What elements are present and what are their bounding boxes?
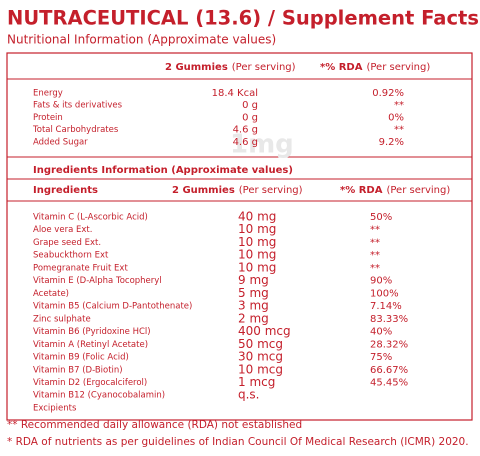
ingredient-rda: ** <box>370 250 380 261</box>
table-border <box>6 52 473 421</box>
ingredient-name: Zinc sulphate <box>33 314 91 324</box>
column-header-bold: 2 Gummies <box>165 62 228 73</box>
ingredient-rda: 40% <box>370 327 392 338</box>
ingredient-rda: ** <box>370 237 380 248</box>
nutrient-rda: ** <box>394 100 404 111</box>
ingredient-rda: 7.14% <box>370 301 402 312</box>
ingredient-name: Vitamin B6 (Pyridoxine HCl) <box>33 327 151 337</box>
ingredient-amount: 10 mg <box>238 248 276 262</box>
ingredient-name: Vitamin E (D-Alpha Tocopheryl <box>33 276 162 286</box>
ingredient-rda: ** <box>370 263 380 274</box>
nutrient-rda: 0% <box>388 112 404 123</box>
column-header-bold: Ingredients <box>33 185 98 196</box>
footnote: * RDA of nutrients as per guidelines of … <box>7 436 469 448</box>
ingredient-name: Vitamin B9 (Folic Acid) <box>33 353 129 363</box>
nutrient-name: Fats & its derivatives <box>33 101 123 111</box>
ingredient-rda: 28.32% <box>370 339 408 350</box>
column-header: *% RDA (Per serving) <box>320 62 430 73</box>
column-header-note: (Per serving) <box>232 62 296 73</box>
ingredient-amount: 50 mcg <box>238 337 283 351</box>
nutrient-name: Added Sugar <box>33 137 88 147</box>
ingredient-name: Acetate) <box>33 289 69 299</box>
ingredient-name: Pomegranate Fruit Ext <box>33 263 128 273</box>
column-header-note: (Per serving) <box>239 185 303 196</box>
ingredient-name: Vitamin A (Retinyl Acetate) <box>33 340 148 350</box>
nutrient-amount: 18.4 Kcal <box>212 88 258 99</box>
ingredient-rda: 50% <box>370 212 392 223</box>
ingredient-rda: 45.45% <box>370 377 408 388</box>
nutrient-rda: ** <box>394 125 404 136</box>
ingredient-amount: 5 mg <box>238 286 269 300</box>
ingredient-name: Vitamin D2 (Ergocalciferol) <box>33 378 147 388</box>
nutrient-amount: 0 g <box>242 112 258 123</box>
ingredient-amount: 30 mcg <box>238 350 283 364</box>
ingredient-name: Vitamin B12 (Cyanocobalamin) <box>33 391 165 401</box>
ingredient-name: Vitamin B5 (Calcium D-Pantothenate) <box>33 302 192 312</box>
footnote: ** Recommended daily allowance (RDA) not… <box>7 419 302 431</box>
nutrient-amount: 4.6 g <box>233 137 258 148</box>
section-title: Ingredients Information (Approximate val… <box>33 165 293 176</box>
watermark: 1mg <box>230 130 294 160</box>
column-header: *% RDA (Per serving) <box>340 185 450 196</box>
ingredient-amount: 10 mg <box>238 222 276 236</box>
nutrient-rda: 9.2% <box>379 137 404 148</box>
ingredient-rda: 66.67% <box>370 365 408 376</box>
ingredient-rda: 83.33% <box>370 314 408 325</box>
column-header-bold: 2 Gummies <box>172 185 235 196</box>
ingredient-name: Grape seed Ext. <box>33 238 101 248</box>
column-header: Ingredients <box>33 185 98 196</box>
ingredient-amount: 400 mcg <box>238 324 291 338</box>
column-header-bold: *% RDA <box>340 185 383 196</box>
ingredient-rda: ** <box>370 225 380 236</box>
ingredient-name: Vitamin B7 (D-Biotin) <box>33 365 123 375</box>
column-header-note: (Per serving) <box>386 185 450 196</box>
ingredient-name: Excipients <box>33 403 77 413</box>
ingredient-amount: q.s. <box>238 388 260 402</box>
nutrient-name: Protein <box>33 113 63 123</box>
ingredient-rda: 100% <box>370 288 399 299</box>
ingredient-rda: 75% <box>370 352 392 363</box>
ingredient-amount: 1 mcg <box>238 375 275 389</box>
nutrient-amount: 4.6 g <box>233 125 258 136</box>
ingredient-amount: 10 mcg <box>238 362 283 376</box>
ingredient-amount: 10 mg <box>238 260 276 274</box>
ingredient-amount: 10 mg <box>238 235 276 249</box>
title: NUTRACEUTICAL (13.6) / Supplement Facts <box>7 7 479 30</box>
column-header: 2 Gummies (Per serving) <box>172 185 303 196</box>
ingredient-amount: 3 mg <box>238 299 269 313</box>
column-header-note: (Per serving) <box>366 62 430 73</box>
ingredient-name: Aloe vera Ext. <box>33 225 92 235</box>
ingredient-amount: 9 mg <box>238 273 269 287</box>
nutrient-name: Total Carbohydrates <box>32 125 119 135</box>
nutrient-rda: 0.92% <box>372 88 404 99</box>
ingredient-amount: 40 mg <box>238 210 276 224</box>
column-header-bold: *% RDA <box>320 62 363 73</box>
nutrient-name: Energy <box>33 89 63 99</box>
ingredient-name: Vitamin C (L-Ascorbic Acid) <box>33 213 148 223</box>
ingredient-rda: 90% <box>370 276 392 287</box>
subtitle: Nutritional Information (Approximate val… <box>7 33 276 47</box>
column-header: 2 Gummies (Per serving) <box>165 62 296 73</box>
nutrient-amount: 0 g <box>242 100 258 111</box>
ingredient-amount: 2 mg <box>238 311 269 325</box>
ingredient-name: Seabuckthorn Ext <box>33 251 109 261</box>
